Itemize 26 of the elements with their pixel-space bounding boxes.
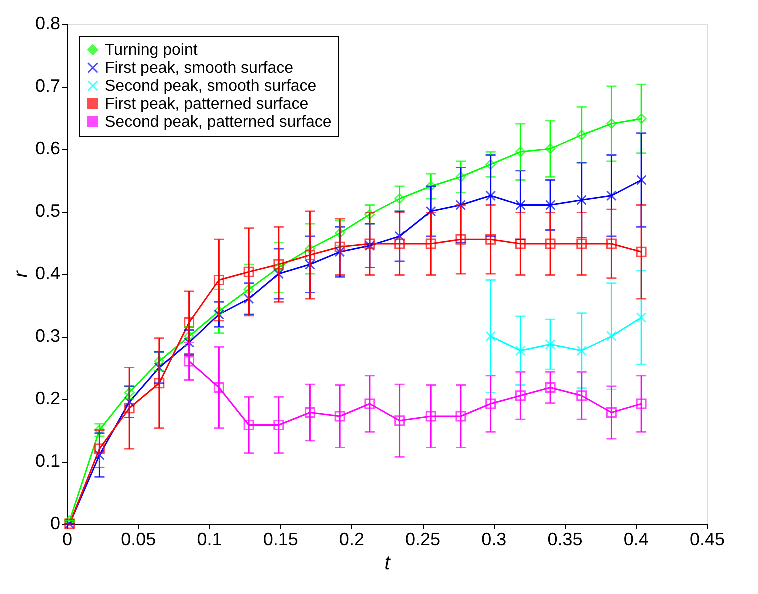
x-tick-label: 0.4 (624, 530, 649, 550)
y-tick-label: 0.7 (35, 76, 60, 96)
y-tick-label: 0.6 (35, 138, 60, 158)
legend-label: Second peak, patterned surface (105, 114, 332, 131)
x-tick-label: 0 (62, 530, 73, 550)
y-tick-label: 0.8 (35, 14, 60, 34)
x-tick-label: 0.2 (339, 530, 364, 550)
legend-label: First peak, patterned surface (105, 96, 309, 113)
y-tick-label: 0.1 (35, 451, 60, 471)
y-tick-label: 0.5 (35, 201, 60, 221)
y-tick-label: 0 (50, 514, 60, 534)
x-tick-label: 0.45 (690, 530, 726, 550)
y-axis-title: r (10, 270, 32, 278)
y-tick-label: 0.2 (35, 388, 60, 408)
x-tick-label: 0.1 (197, 530, 222, 550)
legend-label: Turning point (105, 42, 198, 59)
legend-label: First peak, smooth surface (105, 60, 294, 77)
x-tick-label: 0.15 (263, 530, 298, 550)
x-tick-label: 0.35 (548, 530, 583, 550)
y-tick-label: 0.4 (35, 264, 60, 284)
x-tick-label: 0.3 (482, 530, 507, 550)
legend-label: Second peak, smooth surface (105, 78, 317, 95)
y-tick-label: 0.3 (35, 326, 60, 346)
x-tick-label: 0.25 (406, 530, 441, 550)
x-axis-title: t (384, 552, 392, 574)
x-tick-label: 0.05 (121, 530, 156, 550)
